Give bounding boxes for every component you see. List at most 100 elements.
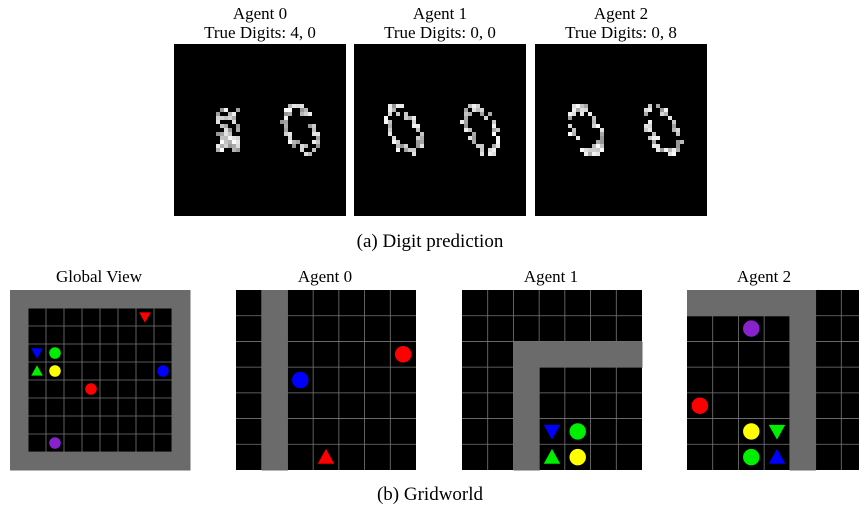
digit-pixel	[236, 144, 240, 148]
digit-pixel	[468, 104, 472, 108]
digit-pixel	[584, 104, 588, 108]
digit-pixel	[660, 112, 664, 116]
digit-pixel	[304, 108, 308, 112]
wall	[262, 419, 288, 445]
view-title: Global View	[56, 267, 143, 286]
wall	[172, 398, 191, 417]
digit-pixel	[312, 128, 316, 132]
agent-circle	[49, 437, 61, 449]
digit-pixel	[312, 132, 316, 136]
digit-pixel	[584, 108, 588, 112]
wall	[172, 290, 191, 309]
digit-pixel	[412, 120, 416, 124]
wall	[713, 290, 739, 316]
digit-image	[535, 44, 707, 216]
wall	[46, 452, 65, 471]
digit-pixel	[580, 104, 584, 108]
wall	[100, 290, 119, 309]
digit-pixel	[300, 104, 304, 108]
digit-pixel	[460, 120, 464, 124]
digit-pixel	[596, 124, 600, 128]
digit-pixel	[592, 120, 596, 124]
digit-pixel	[224, 136, 228, 140]
digit-pixel	[496, 128, 500, 132]
digit-pixel	[224, 132, 228, 136]
digit-pixel	[488, 148, 492, 152]
digit-pixel	[284, 128, 288, 132]
digit-pixel	[472, 136, 476, 140]
digit-pixel	[392, 140, 396, 144]
digit-pixel	[288, 108, 292, 112]
digit-pixel	[288, 136, 292, 140]
wall	[172, 416, 191, 435]
digit-pixel	[316, 132, 320, 136]
digit-pixel	[384, 116, 388, 120]
digit-pixel	[648, 136, 652, 140]
digit-pixel	[488, 112, 492, 116]
wall	[154, 290, 173, 309]
digit-pixel	[220, 108, 224, 112]
wall	[513, 341, 539, 367]
digit-pixel	[220, 136, 224, 140]
digit-pixel	[568, 112, 572, 116]
wall	[10, 344, 29, 363]
wall	[172, 380, 191, 399]
digit-pixel	[296, 140, 300, 144]
wall	[790, 316, 816, 342]
digit-pixel	[284, 112, 288, 116]
wall	[764, 290, 790, 316]
agent-circle	[49, 365, 61, 377]
digit-pixel	[488, 152, 492, 156]
digit-pixel	[672, 148, 676, 152]
digit-pixel	[576, 136, 580, 140]
digit-pixel	[232, 120, 236, 124]
digit-pixel	[472, 132, 476, 136]
digit-pixel	[404, 116, 408, 120]
wall	[172, 308, 191, 327]
digit-pixel	[464, 108, 468, 112]
digit-pixel	[284, 132, 288, 136]
digit-pixel	[216, 144, 220, 148]
digit-pixel	[216, 148, 220, 152]
wall	[82, 290, 101, 309]
wall	[10, 290, 29, 309]
digit-pixel	[228, 144, 232, 148]
wall	[172, 362, 191, 381]
digit-pixel	[416, 144, 420, 148]
digit-pixel	[232, 144, 236, 148]
digit-pixel	[388, 104, 392, 108]
wall	[513, 367, 539, 393]
digit-pixel	[300, 108, 304, 112]
digit-pixel	[412, 148, 416, 152]
digit-pixel	[672, 120, 676, 124]
wall	[10, 416, 29, 435]
digit-pixel	[648, 120, 652, 124]
digit-pixel	[416, 140, 420, 144]
wall	[82, 452, 101, 471]
digit-pixel	[216, 116, 220, 120]
digit-pixel	[596, 148, 600, 152]
agent-title: Agent 0	[233, 4, 287, 23]
caption: (a) Digit prediction	[357, 231, 504, 252]
digit-pixel	[412, 124, 416, 128]
wall	[154, 452, 173, 471]
digit-pixel	[420, 144, 424, 148]
digit-pixel	[404, 112, 408, 116]
digit-pixel	[600, 144, 604, 148]
wall	[687, 290, 713, 316]
digit-pixel	[236, 108, 240, 112]
digit-pixel	[396, 148, 400, 152]
digit-pixel	[600, 128, 604, 132]
digit-pixel	[652, 140, 656, 144]
digit-pixel	[592, 152, 596, 156]
digit-pixel	[572, 104, 576, 108]
digit-pixel	[292, 144, 296, 148]
digit-pixel	[388, 124, 392, 128]
digit-pixel	[284, 116, 288, 120]
digit-pixel	[496, 144, 500, 148]
digit-pixel	[312, 124, 316, 128]
digit-pixel	[300, 112, 304, 116]
wall	[616, 341, 642, 367]
digit-pixel	[648, 128, 652, 132]
agent-circle	[85, 383, 97, 395]
